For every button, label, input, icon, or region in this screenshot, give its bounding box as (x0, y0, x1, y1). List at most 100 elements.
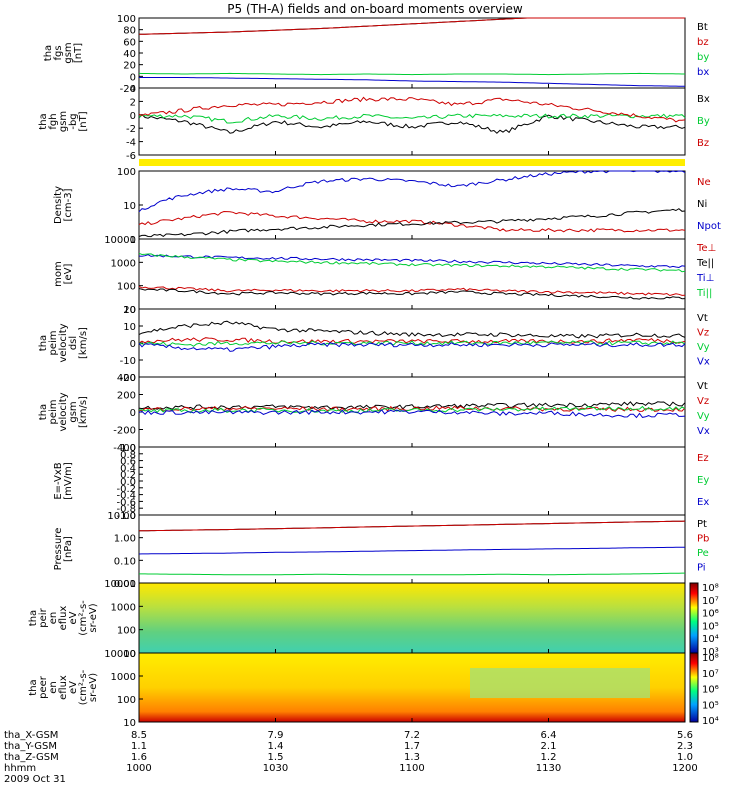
colorbar-label: 10⁷ (702, 669, 719, 680)
y-tick-label: 1.00 (114, 534, 136, 545)
y-tick-label: -200 (113, 426, 136, 437)
legend-Vz: Vz (697, 328, 709, 339)
y-tick-label: 10 (123, 718, 136, 729)
y-tick-label: 400 (117, 373, 136, 384)
y-axis-label: tha (28, 679, 39, 695)
ephemeris-value: 1.4 (268, 741, 284, 752)
y-tick-label: 100 (117, 626, 136, 637)
y-axis-label: eflux (58, 675, 69, 700)
y-axis-label: eV (68, 611, 79, 624)
ephemeris-value: 8.5 (131, 730, 147, 741)
y-axis-label: eflux (58, 606, 69, 631)
colorbar-label: 10⁷ (702, 596, 719, 607)
y-tick-label: 10 (123, 305, 136, 316)
ephemeris-value: 1.7 (404, 741, 420, 752)
ephemeris-label: tha_X-GSM (4, 730, 58, 741)
y-axis-label: [km/s] (78, 327, 89, 359)
legend-Vx: Vx (697, 357, 710, 368)
y-axis-label: tha (43, 45, 54, 61)
ephemeris-value: 5.6 (677, 730, 693, 741)
y-axis-label: mom (53, 261, 64, 287)
y-tick-label: 10 (123, 201, 136, 212)
y-tick-label: 0 (130, 72, 136, 83)
panel-frame (138, 238, 686, 310)
y-axis-label: (cm²-s- (78, 600, 89, 636)
series-line-Bx (138, 113, 686, 134)
legend-By: By (697, 116, 710, 127)
y-axis-label: velocity (58, 392, 69, 431)
y-tick-label: 100 (117, 167, 136, 178)
series-line-Te|| (138, 288, 686, 300)
y-tick-label: 0.10 (114, 556, 136, 567)
y-tick-label: 0 (130, 339, 136, 350)
series-line-Pb (139, 520, 686, 532)
y-axis-label: velocity (58, 323, 69, 362)
legend-Pb: Pb (697, 534, 709, 545)
series-line-Ti|| (138, 252, 686, 273)
colorbar-label: 10³ (702, 647, 719, 658)
legend-bz: bz (697, 37, 709, 48)
legend-Vy: Vy (697, 411, 710, 422)
y-tick-label: 100 (117, 695, 136, 706)
date-label: 2009 Oct 31 (4, 774, 66, 785)
series-line-By (138, 113, 686, 124)
series-line-Vy (138, 405, 686, 414)
y-axis-label: sr-eV) (88, 673, 99, 702)
y-axis-label: tha (38, 113, 49, 129)
ephemeris-value: 1.2 (541, 752, 557, 763)
y-tick-label: 4 (130, 84, 136, 95)
panel-frame (138, 376, 686, 448)
y-tick-label: 60 (123, 37, 136, 48)
y-tick-label: 1000 (111, 602, 136, 613)
ephemeris-label: hhmm (4, 763, 36, 774)
series-line-by (138, 72, 685, 76)
series-line-Pi (138, 546, 685, 555)
y-tick-label: 0.4 (120, 463, 136, 474)
y-axis-label: fgs (53, 45, 64, 60)
legend-Ti||: Ti|| (696, 288, 712, 299)
series-line-Te⊥ (138, 285, 686, 297)
colorbar-label: 10⁴ (702, 716, 719, 727)
y-tick-label: 0.2 (120, 470, 136, 481)
legend-Ex: Ex (697, 497, 709, 508)
y-tick-label: -0.2 (116, 484, 136, 495)
y-tick-label: 20 (123, 61, 136, 72)
y-axis-label: [cm-3] (63, 188, 74, 221)
colorbar-label: 10⁶ (702, 609, 719, 620)
series-line-Ti⊥ (138, 254, 686, 269)
ephemeris-value: 1.6 (131, 752, 147, 763)
y-tick-label: -2 (126, 124, 136, 135)
y-tick-label: 1 (130, 235, 136, 246)
y-axis-label: [nT] (73, 43, 84, 63)
legend-Ez: Ez (697, 453, 709, 464)
y-tick-label: -10 (120, 356, 136, 367)
y-tick-label: 10000 (104, 649, 136, 660)
y-axis-label: sr-eV) (88, 603, 99, 632)
y-axis-label: tha (38, 335, 49, 351)
legend-Vz: Vz (697, 396, 709, 407)
series-line-Pe (139, 572, 685, 576)
y-axis-label: en (48, 612, 59, 625)
legend-Vx: Vx (697, 426, 710, 437)
legend-Pt: Pt (697, 519, 707, 530)
legend-Bx: Bx (697, 94, 710, 105)
colorbar-peir_spec (689, 582, 699, 654)
ephemeris-value: 2.3 (677, 741, 693, 752)
legend-Bz: Bz (697, 138, 709, 149)
colorbar-label: 10⁵ (702, 621, 719, 632)
y-tick-label: -0.4 (116, 491, 136, 502)
legend-Bt: Bt (697, 22, 708, 33)
ephemeris-value: 1.5 (268, 752, 284, 763)
y-tick-label: 80 (123, 26, 136, 37)
y-axis-label: dsl (68, 336, 79, 350)
y-axis-label: peer (38, 675, 49, 699)
y-axis-label: tha (28, 610, 39, 626)
y-tick-label: 10000 (104, 235, 136, 246)
colorbar-label: 10⁸ (702, 653, 719, 664)
legend-Pi: Pi (697, 563, 706, 574)
legend-Ni: Ni (697, 199, 707, 210)
y-tick-label: 0 (130, 408, 136, 419)
y-axis-label: peim (48, 399, 59, 424)
y-tick-label: 200 (117, 391, 136, 402)
colorbar-label: 10⁵ (702, 700, 719, 711)
